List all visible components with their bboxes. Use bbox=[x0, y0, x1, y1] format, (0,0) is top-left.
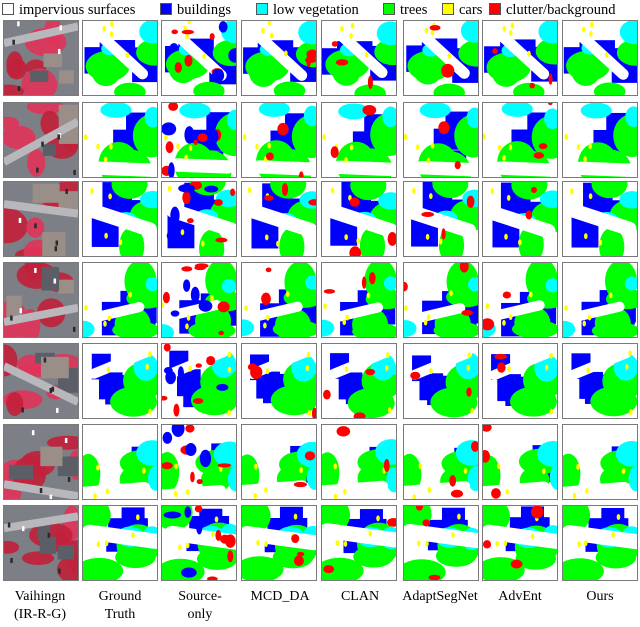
segmentation-tile bbox=[161, 20, 237, 96]
segmentation-tile bbox=[241, 505, 317, 581]
segmentation-tile bbox=[82, 505, 158, 581]
segmentation-tile bbox=[241, 102, 317, 178]
segmentation-tile bbox=[161, 424, 237, 500]
column-captions: Vaihingn (IR-R-G) Ground Truth Source- o… bbox=[0, 588, 640, 627]
caption-clan: CLAN bbox=[320, 588, 400, 606]
aerial-image-tile bbox=[3, 181, 79, 257]
caption-adaptsegnet: AdaptSegNet bbox=[398, 588, 482, 606]
segmentation-tile bbox=[562, 20, 638, 96]
segmentation-tile bbox=[321, 505, 397, 581]
caption-line: MCD_DA bbox=[250, 589, 310, 604]
segmentation-grid bbox=[0, 20, 640, 585]
segmentation-tile bbox=[82, 262, 158, 338]
segmentation-tile bbox=[482, 424, 558, 500]
segmentation-tile bbox=[482, 343, 558, 419]
segmentation-tile bbox=[562, 181, 638, 257]
segmentation-tile bbox=[82, 343, 158, 419]
aerial-image-tile bbox=[3, 262, 79, 338]
segmentation-tile bbox=[403, 102, 479, 178]
segmentation-tile bbox=[562, 102, 638, 178]
caption-advent: AdvEnt bbox=[480, 588, 560, 606]
segmentation-tile bbox=[82, 424, 158, 500]
caption-line: CLAN bbox=[340, 589, 380, 604]
legend-label: clutter/background bbox=[506, 2, 616, 18]
aerial-image-tile bbox=[3, 424, 79, 500]
caption-line: Truth bbox=[104, 607, 136, 622]
legend-swatch-clutter bbox=[489, 3, 501, 15]
segmentation-tile bbox=[82, 181, 158, 257]
caption-source-only: Source- only bbox=[160, 588, 240, 624]
segmentation-tile bbox=[482, 505, 558, 581]
segmentation-tile bbox=[403, 424, 479, 500]
segmentation-tile bbox=[321, 262, 397, 338]
legend-label: impervious surfaces bbox=[19, 2, 136, 18]
segmentation-tile bbox=[82, 20, 158, 96]
segmentation-tile bbox=[321, 424, 397, 500]
segmentation-tile bbox=[482, 102, 558, 178]
legend-label: low vegetation bbox=[273, 2, 359, 18]
segmentation-tile bbox=[321, 181, 397, 257]
aerial-image-tile bbox=[3, 343, 79, 419]
segmentation-tile bbox=[482, 181, 558, 257]
legend-label: buildings bbox=[177, 2, 231, 18]
aerial-image-tile bbox=[3, 102, 79, 178]
aerial-image-tile bbox=[3, 20, 79, 96]
legend-label: cars bbox=[459, 2, 483, 18]
segmentation-tile bbox=[161, 343, 237, 419]
caption-line: Ground bbox=[98, 589, 142, 604]
segmentation-tile bbox=[482, 20, 558, 96]
legend-swatch-buildings bbox=[160, 3, 172, 15]
segmentation-tile bbox=[482, 262, 558, 338]
segmentation-tile bbox=[321, 20, 397, 96]
segmentation-tile bbox=[403, 262, 479, 338]
segmentation-tile bbox=[321, 343, 397, 419]
segmentation-tile bbox=[403, 20, 479, 96]
segmentation-tile bbox=[241, 181, 317, 257]
segmentation-tile bbox=[403, 505, 479, 581]
legend-swatch-low-vegetation bbox=[256, 3, 268, 15]
segmentation-tile bbox=[161, 262, 237, 338]
caption-line: Ours bbox=[586, 589, 614, 604]
segmentation-tile bbox=[161, 181, 237, 257]
segmentation-tile bbox=[241, 343, 317, 419]
caption-ground-truth: Ground Truth bbox=[80, 588, 160, 624]
caption-line: AdaptSegNet bbox=[402, 589, 478, 604]
segmentation-tile bbox=[562, 262, 638, 338]
segmentation-tile bbox=[403, 343, 479, 419]
caption-line: AdvEnt bbox=[498, 589, 542, 604]
segmentation-tile bbox=[161, 505, 237, 581]
segmentation-tile bbox=[321, 102, 397, 178]
caption-line: (IR-R-G) bbox=[13, 607, 67, 622]
segmentation-tile bbox=[241, 20, 317, 96]
caption-line: Source- bbox=[178, 589, 222, 604]
legend-swatch-trees bbox=[383, 3, 395, 15]
segmentation-tile bbox=[562, 424, 638, 500]
segmentation-tile bbox=[82, 102, 158, 178]
segmentation-tile bbox=[241, 424, 317, 500]
segmentation-tile bbox=[241, 262, 317, 338]
segmentation-tile bbox=[161, 102, 237, 178]
caption-ours: Ours bbox=[560, 588, 640, 606]
caption-line: only bbox=[187, 607, 213, 622]
legend-swatch-impervious bbox=[2, 3, 14, 15]
caption-line: Vaihingn bbox=[14, 589, 66, 604]
legend: impervious surfaces buildings low vegeta… bbox=[0, 0, 640, 20]
segmentation-tile bbox=[403, 181, 479, 257]
segmentation-tile bbox=[562, 343, 638, 419]
legend-swatch-cars bbox=[442, 3, 454, 15]
legend-label: trees bbox=[400, 2, 428, 18]
caption-vaihingen: Vaihingn (IR-R-G) bbox=[0, 588, 80, 624]
segmentation-tile bbox=[562, 505, 638, 581]
caption-mcd-da: MCD_DA bbox=[240, 588, 320, 606]
aerial-image-tile bbox=[3, 505, 79, 581]
